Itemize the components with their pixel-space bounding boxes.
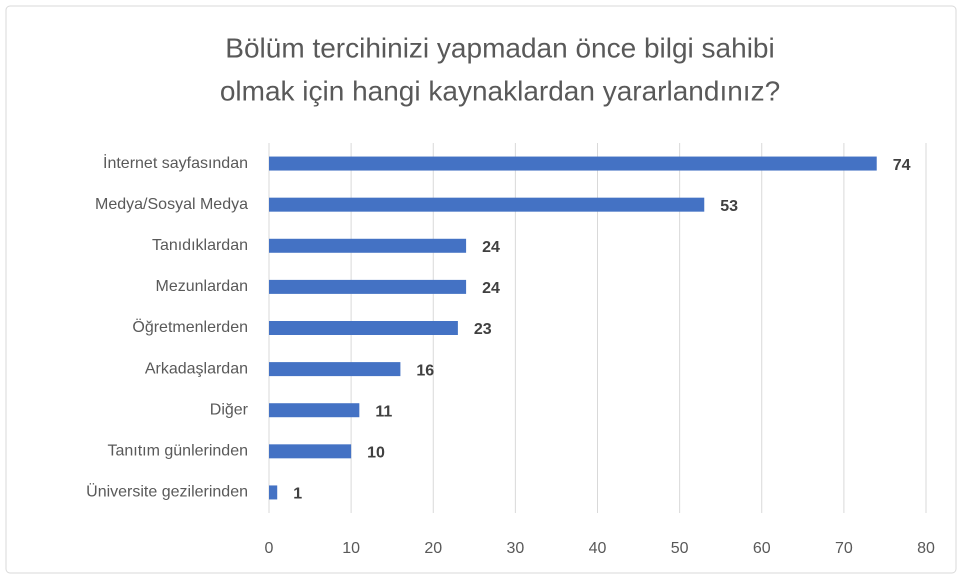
value-label: 11 [375,403,392,420]
chart-title: Bölüm tercihinizi yapmadan önce bilgi sa… [225,32,774,63]
x-tick-label: 20 [424,540,442,557]
bar [269,279,467,294]
x-tick-label: 40 [589,540,607,557]
value-label: 53 [720,198,738,215]
y-tick-label: Tanıtım günlerinden [107,443,248,460]
bar [269,238,467,253]
bar [269,362,401,377]
value-label: 1 [293,486,302,503]
value-label: 10 [367,445,385,462]
y-tick-label: Tanıdıklardan [152,237,248,254]
x-tick-label: 30 [506,540,524,557]
value-label: 16 [416,362,434,379]
chart-title: olmak için hangi kaynaklardan yararlandı… [220,75,780,106]
value-label: 23 [474,321,492,338]
bar [269,156,877,171]
y-tick-label: Medya/Sosyal Medya [95,196,248,213]
y-tick-label: Üniversite gezilerinden [86,483,248,501]
y-tick-label: Diğer [210,401,249,418]
value-label: 74 [893,157,911,174]
y-tick-label: İnternet sayfasından [103,153,248,172]
x-tick-label: 10 [342,540,360,557]
bar [269,403,360,418]
x-tick-label: 70 [835,540,853,557]
chart-border [5,5,957,574]
y-tick-label: Öğretmenlerden [132,318,248,336]
x-tick-label: 80 [917,540,935,557]
x-tick-label: 60 [753,540,771,557]
x-tick-label: 50 [671,540,689,557]
bar [269,197,705,212]
y-tick-label: Arkadaşlardan [145,360,248,377]
x-tick-label: 0 [265,540,274,557]
y-tick-label: Mezunlardan [156,278,249,295]
value-label: 24 [482,239,500,256]
bar [269,485,278,500]
bar [269,321,458,335]
value-label: 24 [482,280,500,297]
bar [269,444,352,459]
